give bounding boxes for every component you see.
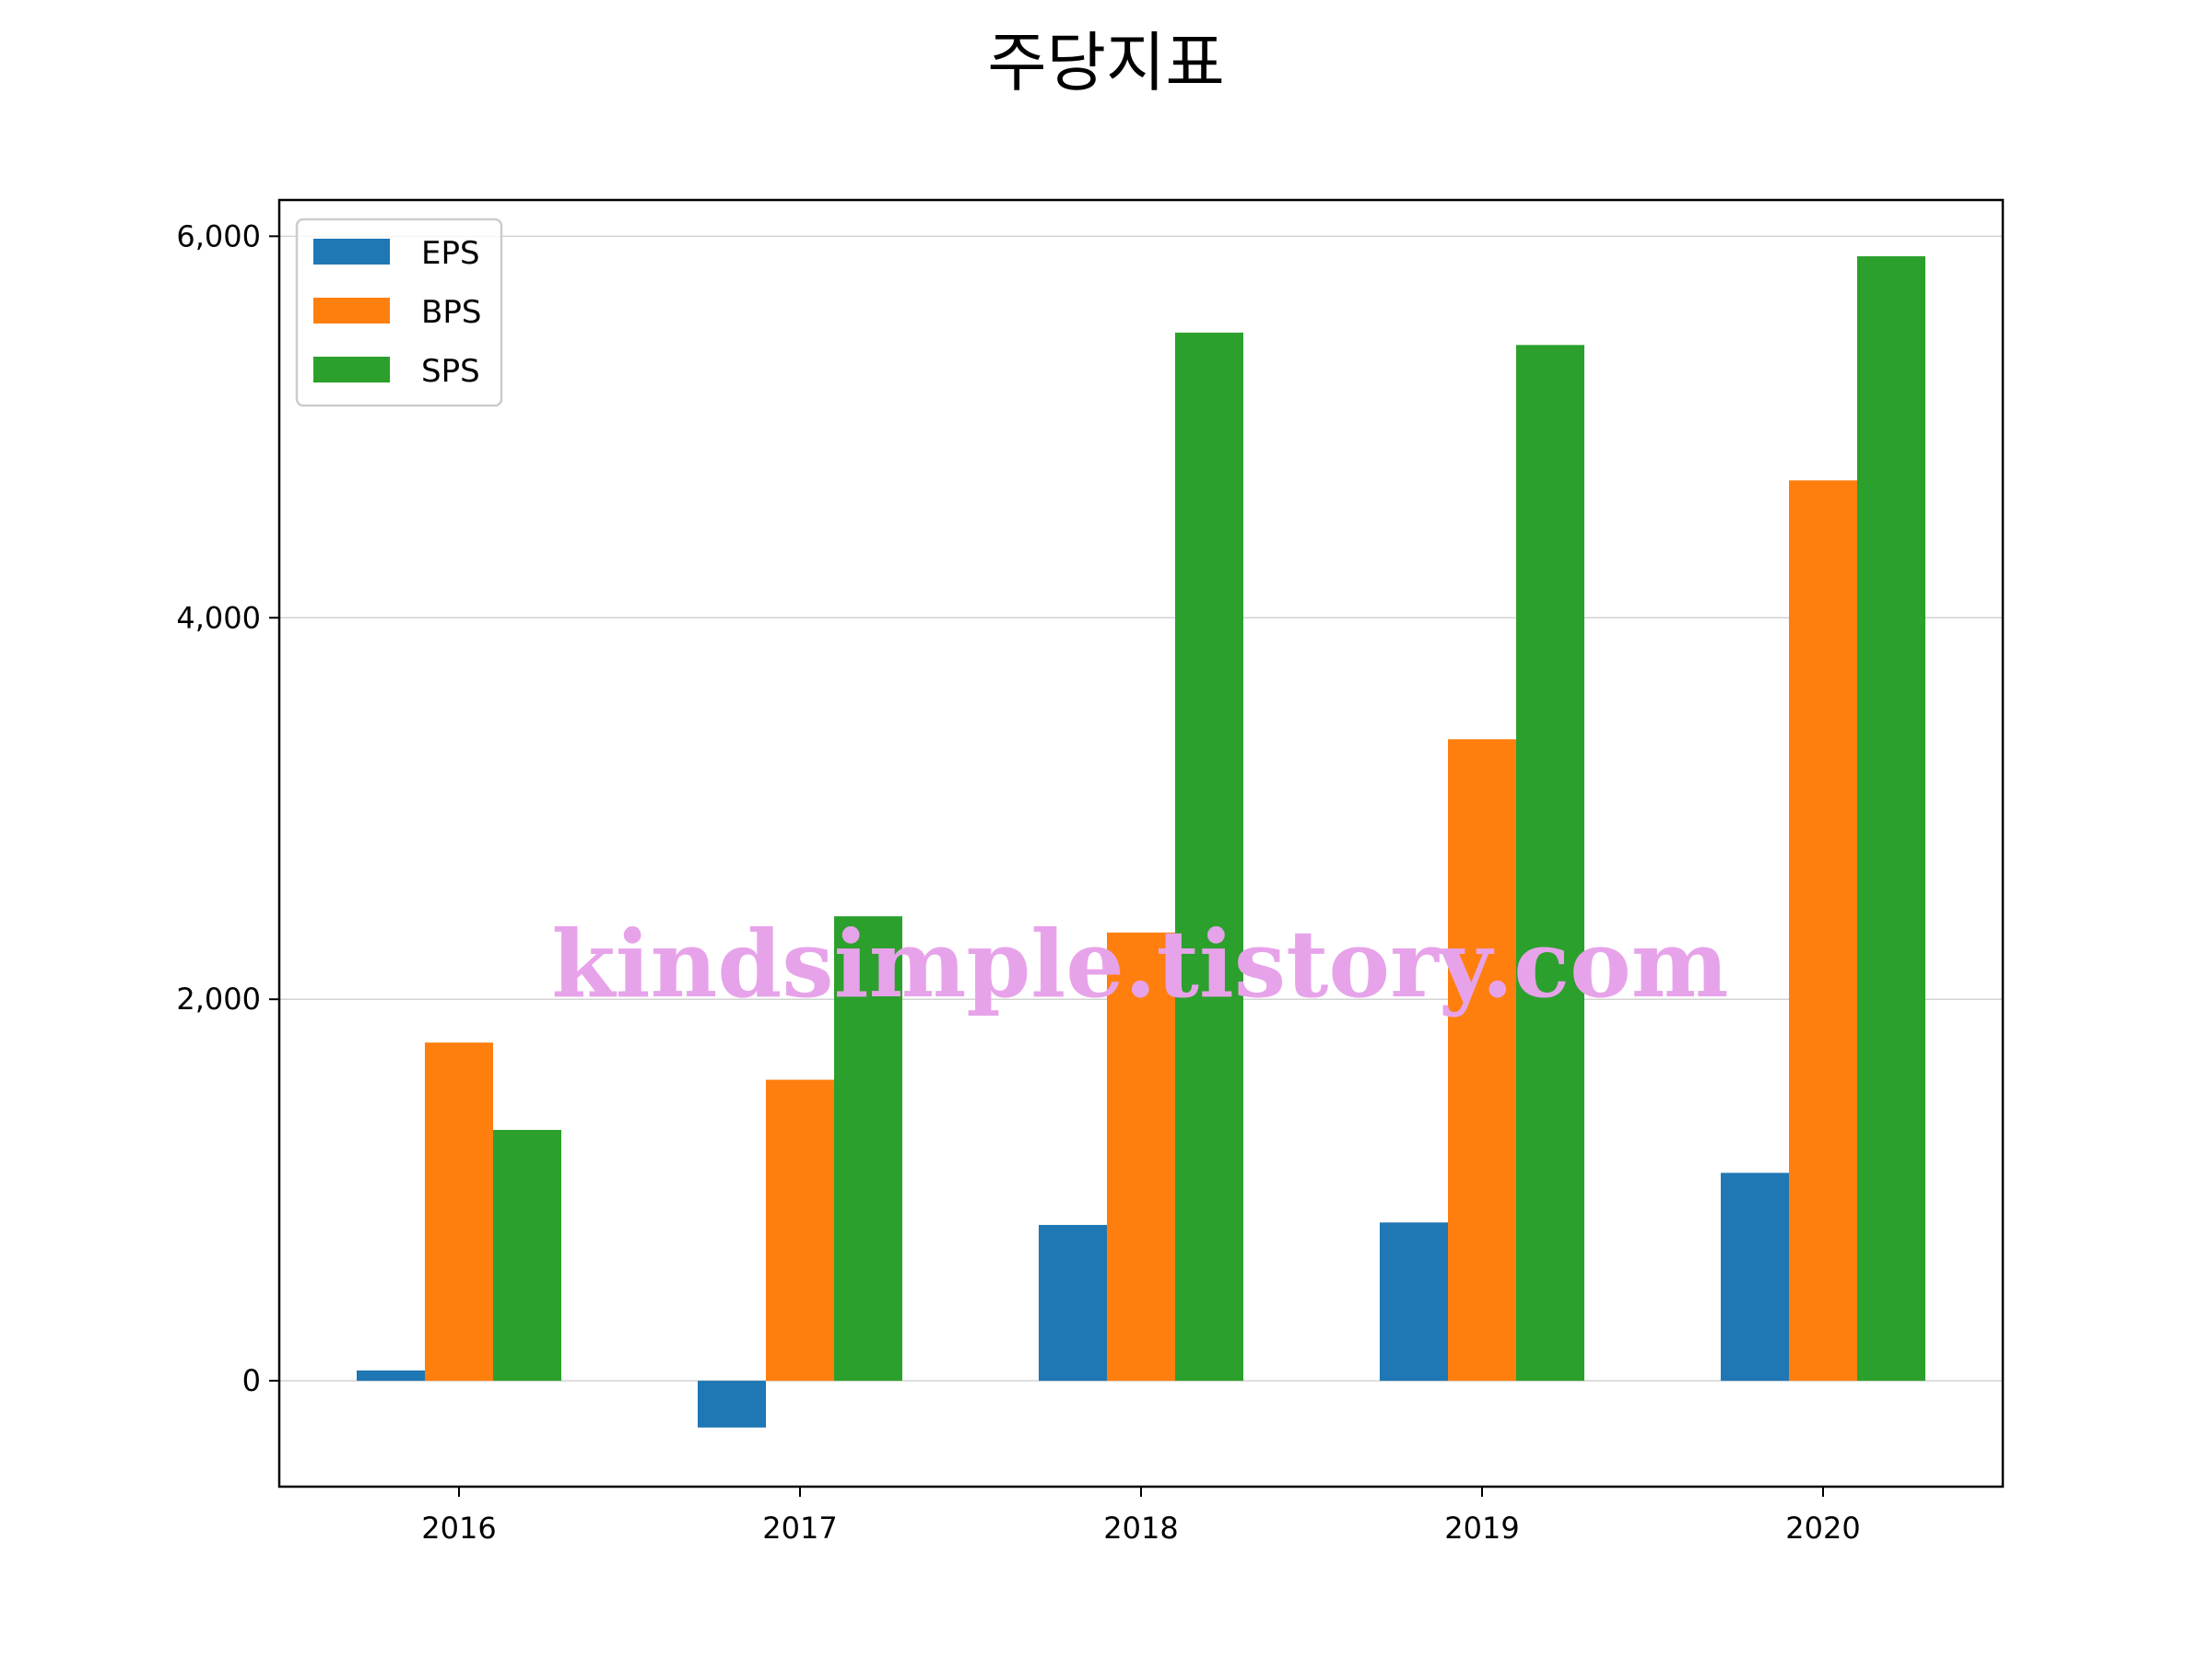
x-tick-label: 2016	[421, 1511, 496, 1546]
bar-eps-2016	[357, 1370, 425, 1382]
y-tick-label: 6,000	[176, 218, 261, 253]
bar-sps-2019	[1516, 345, 1584, 1382]
x-tick-label: 2017	[762, 1511, 837, 1546]
legend: EPS BPS SPS	[295, 218, 503, 407]
x-tick-label: 2018	[1103, 1511, 1178, 1546]
bar-eps-2017	[698, 1381, 766, 1428]
legend-swatch-eps	[313, 239, 390, 265]
y-tick-label: 4,000	[176, 600, 261, 635]
bar-bps-2016	[425, 1042, 493, 1382]
legend-label-bps: BPS	[421, 294, 481, 331]
legend-label-sps: SPS	[421, 353, 480, 390]
legend-swatch-bps	[313, 298, 390, 324]
legend-entries: EPS BPS SPS	[313, 235, 481, 390]
bar-eps-2020	[1721, 1172, 1789, 1382]
legend-swatch-sps	[313, 357, 390, 382]
bar-sps-2017	[834, 916, 902, 1382]
bar-bps-2019	[1448, 739, 1516, 1382]
x-tick-label: 2019	[1444, 1511, 1519, 1546]
x-axis: 2016 2017 2018 2019 2020	[421, 1487, 1861, 1546]
y-axis: 0 2,000 4,000 6,000	[176, 218, 279, 1398]
bar-bps-2018	[1107, 932, 1175, 1382]
x-tick-label: 2020	[1785, 1511, 1860, 1546]
bars	[357, 256, 1925, 1428]
legend-label-eps: EPS	[421, 235, 480, 272]
y-tick-label: 0	[242, 1363, 261, 1398]
bar-eps-2018	[1039, 1225, 1107, 1382]
bar-sps-2020	[1857, 256, 1925, 1382]
bar-bps-2020	[1789, 480, 1857, 1382]
chart-title: 주당지표	[987, 25, 1225, 100]
watermark: kindsimple.tistory.com	[551, 910, 1728, 1018]
bar-sps-2018	[1175, 332, 1243, 1382]
bar-bps-2017	[766, 1079, 834, 1382]
plot-area: 0 2,000 4,000 6,000 2016 2017 2018 2019 2020	[176, 198, 2005, 1546]
bar-eps-2019	[1380, 1222, 1448, 1382]
y-tick-label: 2,000	[176, 982, 261, 1017]
bar-sps-2016	[493, 1129, 561, 1382]
